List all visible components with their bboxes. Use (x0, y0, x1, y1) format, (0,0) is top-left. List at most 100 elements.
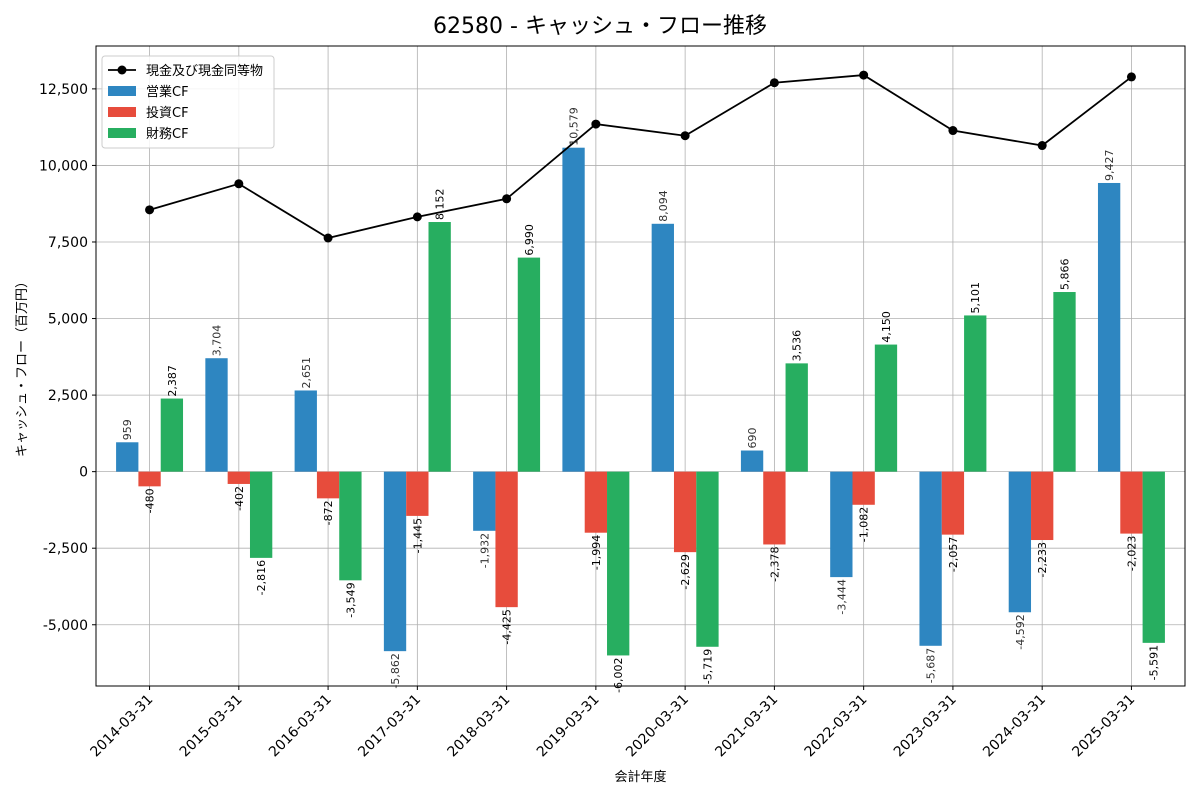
bar-2 (316, 471, 340, 499)
cash-point (145, 205, 155, 215)
line-layer (145, 70, 1136, 243)
x-axis-title: 会計年度 (614, 769, 666, 785)
y-tick-label: -2,500 (43, 541, 88, 557)
bar-value-label: 9,427 (1103, 149, 1116, 181)
grid-layer (96, 46, 1185, 686)
bar-value-label: 4,150 (880, 311, 893, 343)
legend-label: 現金及び現金同等物 (146, 63, 263, 79)
bar-value-label: -1,994 (590, 535, 603, 570)
legend-box (101, 55, 275, 149)
cash-point (412, 212, 422, 222)
bar-1 (651, 223, 674, 472)
cash-point (591, 119, 601, 129)
bar-3 (517, 257, 541, 472)
y-tick-label: 10,000 (39, 158, 88, 174)
bar-1 (1097, 182, 1121, 472)
bar-1 (116, 442, 139, 472)
y-axis: -5,000 -2,500 0 2,500 5,000 7,500 10,000 12,500 (39, 82, 96, 634)
y-tick-label: 2,500 (48, 388, 88, 404)
bar-2 (763, 471, 786, 545)
bar-value-label: -1,932 (478, 533, 491, 568)
bar-value-label: -2,023 (1125, 536, 1138, 571)
bar-1 (473, 471, 496, 531)
cash-point (680, 131, 690, 141)
cash-point (859, 70, 869, 80)
bar-1 (919, 471, 942, 646)
bar-1 (294, 390, 317, 472)
x-tick-label: 2016-03-31 (266, 692, 335, 761)
bar-3 (249, 471, 273, 558)
x-tick-label: 2017-03-31 (355, 692, 424, 761)
legend-label: 投資CF (146, 105, 189, 121)
x-tick-label: 2022-03-31 (802, 692, 871, 761)
data-labels-layer: 959 3,704 2,651 -5,862 -1,932 10,579 8,094 690 -… (121, 107, 1161, 693)
cash-point (948, 126, 958, 136)
bar-value-label: -2,816 (255, 560, 268, 595)
cash-point (769, 78, 779, 88)
bar-3 (160, 398, 184, 472)
bar-value-label: 2,651 (300, 357, 313, 389)
bar-value-label: -480 (144, 488, 157, 513)
bar-1 (383, 471, 407, 652)
x-tick-label: 2020-03-31 (623, 692, 692, 761)
y-tick-label: -5,000 (43, 618, 88, 634)
x-tick-label: 2021-03-31 (712, 692, 781, 761)
bar-3 (874, 344, 898, 472)
bar-value-label: 10,579 (568, 107, 581, 146)
cash-point (1126, 72, 1136, 82)
bar-2 (406, 471, 429, 516)
bar-1 (562, 147, 585, 472)
bar-value-label: 2,387 (166, 365, 179, 397)
bar-3 (428, 222, 451, 472)
bar-1 (830, 471, 853, 578)
bar-3 (785, 363, 808, 472)
bar-3 (964, 315, 987, 472)
x-tick-label: 2023-03-31 (891, 692, 960, 761)
bar-2 (1031, 471, 1054, 541)
bar-value-label: -5,719 (701, 649, 714, 684)
bar-value-label: 959 (121, 419, 134, 440)
bar-3 (1142, 471, 1165, 643)
bar-value-label: -2,378 (768, 546, 781, 581)
y-tick-label: 0 (79, 465, 88, 481)
x-tick-label: 2018-03-31 (445, 692, 514, 761)
bar-value-label: -3,549 (344, 582, 357, 617)
bar-1 (205, 358, 228, 472)
legend-line-marker (117, 65, 127, 75)
bar-value-label: -1,082 (858, 507, 871, 542)
bar-value-label: 6,990 (523, 224, 536, 256)
bar-value-label: -872 (322, 500, 335, 525)
bar-value-label: -402 (233, 486, 246, 511)
y-tick-label: 12,500 (39, 82, 88, 98)
bar-value-label: 3,704 (211, 325, 224, 357)
cash-point (502, 194, 512, 204)
bar-3 (607, 471, 630, 656)
bar-value-label: 8,152 (434, 189, 447, 221)
bar-3 (1053, 292, 1076, 472)
bar-value-label: 3,536 (791, 330, 804, 362)
x-tick-label: 2015-03-31 (177, 692, 246, 761)
bar-3 (339, 471, 362, 581)
bar-2 (584, 471, 608, 533)
x-tick-label: 2014-03-31 (88, 692, 157, 761)
bar-value-label: 5,866 (1058, 259, 1071, 291)
bar-3 (696, 471, 719, 647)
x-tick-label: 2019-03-31 (534, 692, 603, 761)
bar-value-label: 690 (746, 428, 759, 449)
bar-2 (673, 471, 697, 553)
bar-value-label: -1,445 (411, 518, 424, 553)
y-tick-label: 5,000 (48, 312, 88, 328)
bar-2 (941, 471, 965, 535)
legend-swatch (108, 86, 136, 96)
bar-value-label: -2,629 (679, 554, 692, 589)
bar-value-label: -3,444 (835, 579, 848, 614)
x-tick-label: 2025-03-31 (1069, 692, 1138, 761)
chart-title: 62580 - キャッシュ・フロー推移 (433, 14, 767, 39)
legend-swatch (108, 128, 136, 138)
x-tick-label: 2024-03-31 (980, 692, 1049, 761)
bar-1 (740, 450, 764, 472)
cash-point (1037, 141, 1047, 151)
bar-2 (852, 471, 875, 505)
